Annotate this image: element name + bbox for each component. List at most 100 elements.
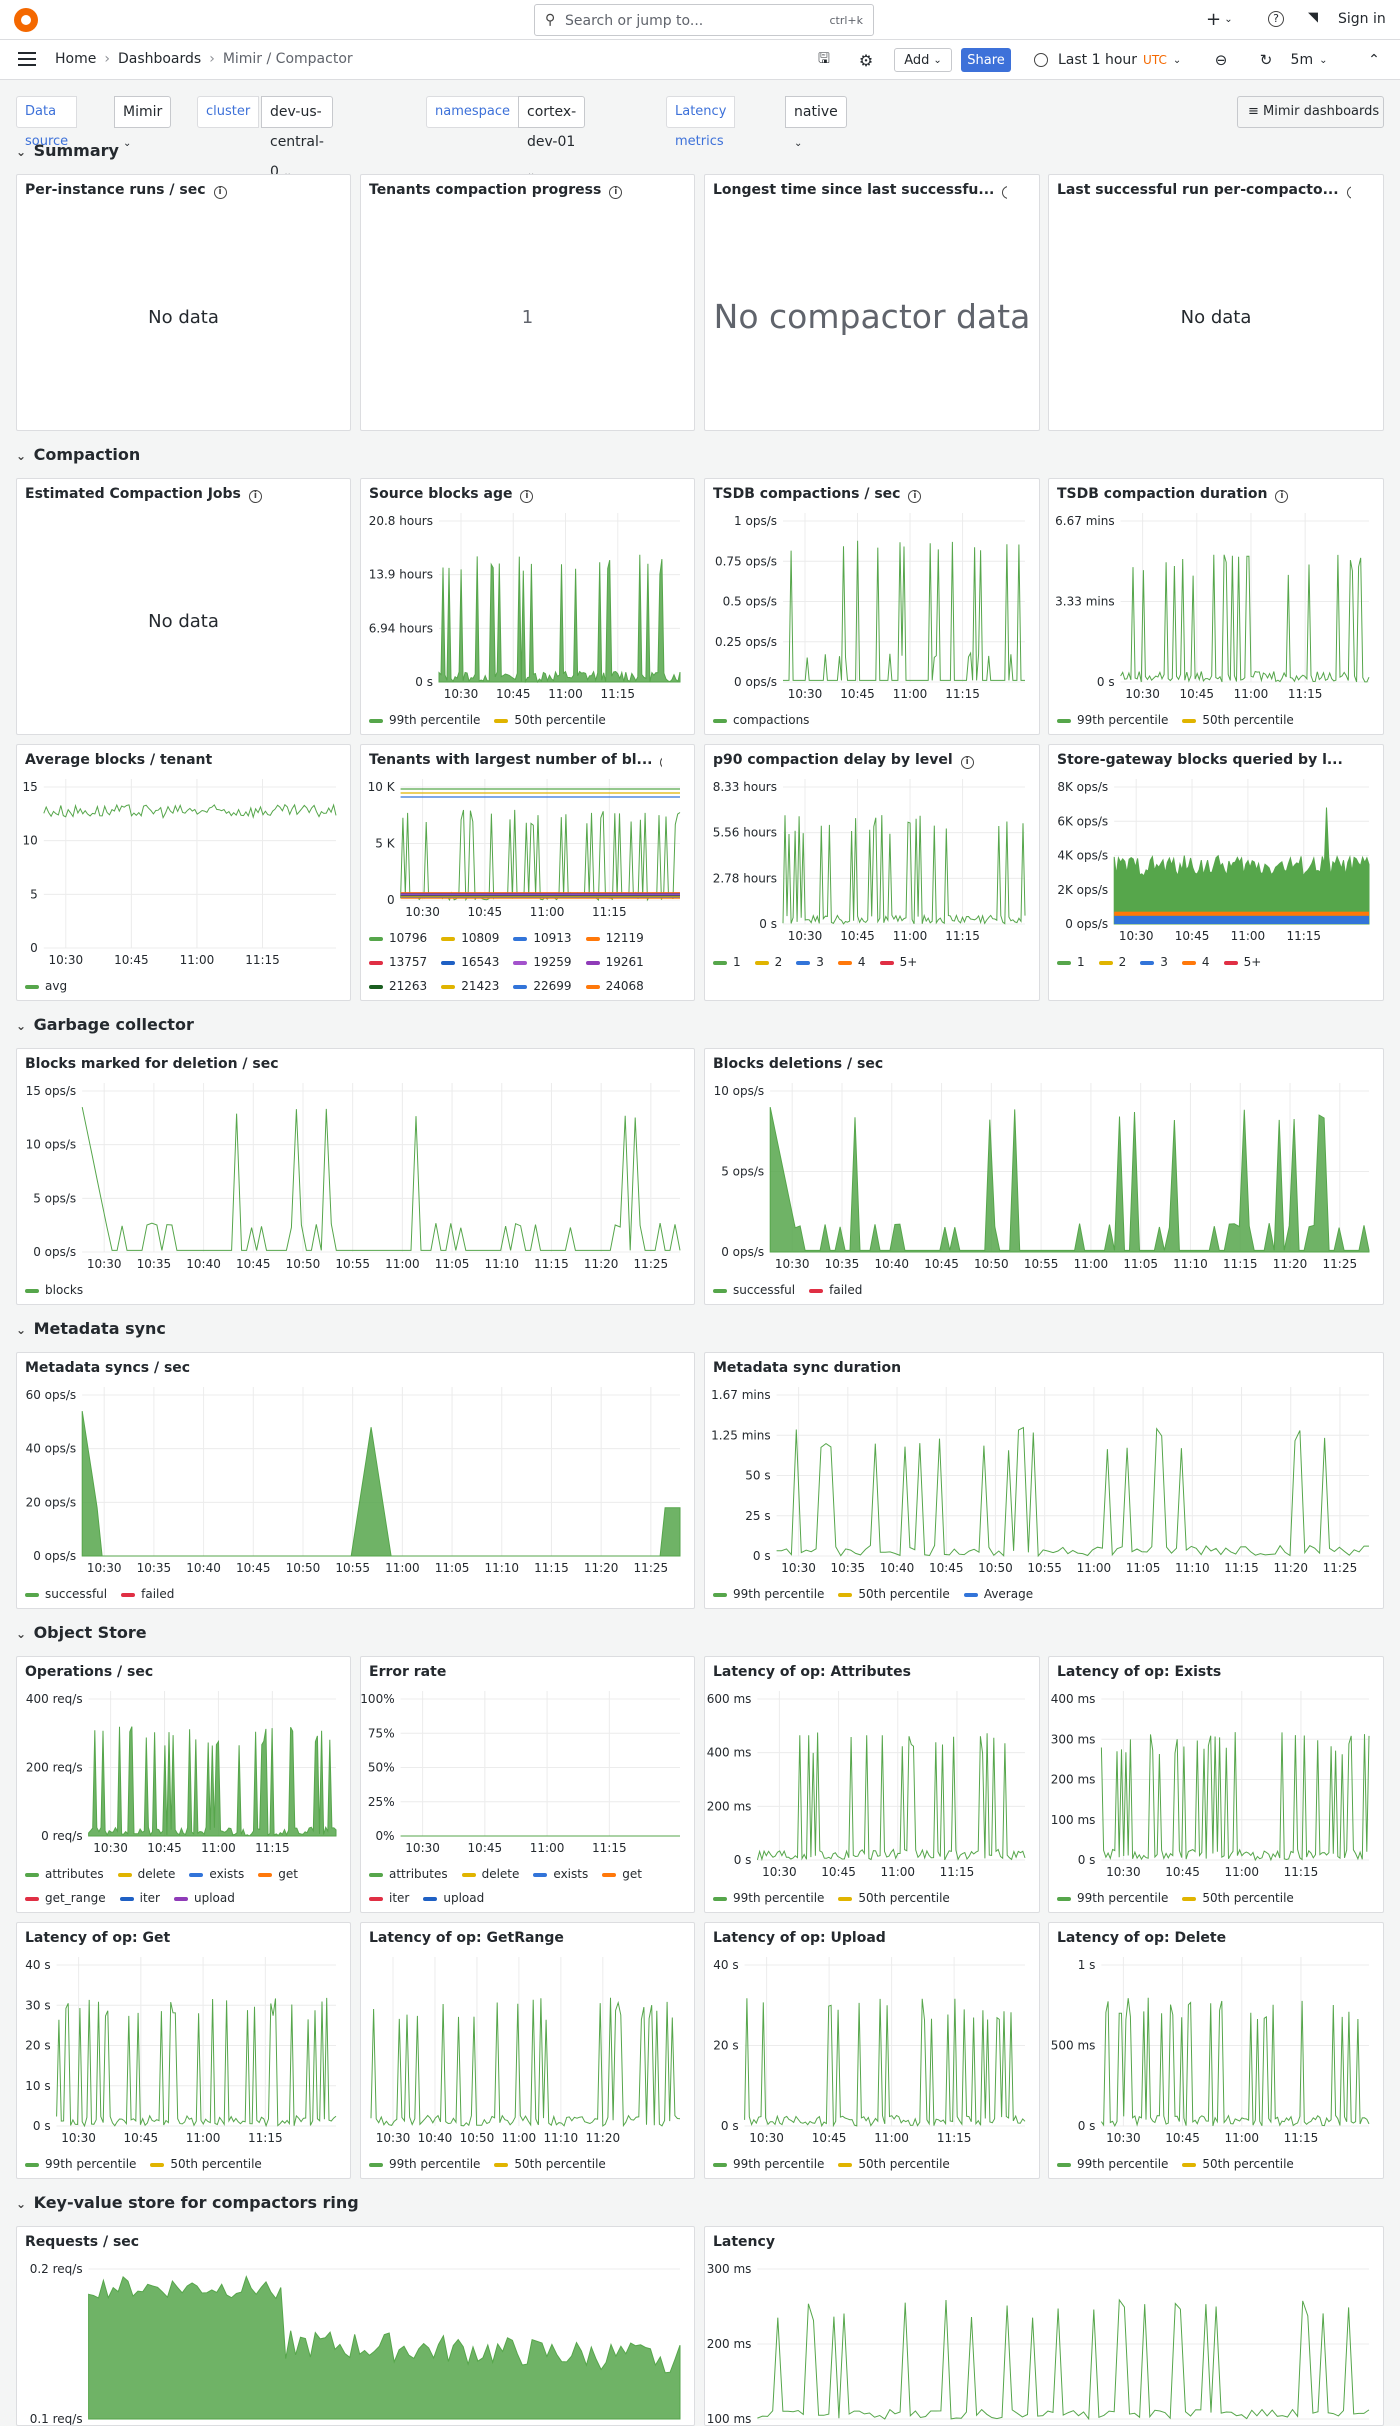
row-kv-store[interactable]: ⌄ Key-value store for compactors ring <box>16 2193 359 2212</box>
legend-item[interactable]: get <box>602 1862 642 1886</box>
add-button[interactable]: Add⌄ <box>894 48 952 72</box>
legend-item[interactable]: iter <box>369 1886 409 1910</box>
refresh-interval-picker[interactable]: 5m⌄ <box>1286 48 1332 72</box>
legend-item[interactable]: avg <box>25 974 67 998</box>
help-icon[interactable]: ? <box>1268 11 1284 27</box>
legend-item[interactable]: Average <box>1057 2176 1126 2179</box>
legend-item[interactable]: Average <box>369 2176 438 2179</box>
legend-item[interactable]: 5+ <box>880 950 918 974</box>
legend-item[interactable]: 99th percentile <box>1057 2152 1168 2176</box>
share-button[interactable]: Share <box>961 48 1011 72</box>
legend-item[interactable]: exists <box>533 1862 588 1886</box>
legend-item[interactable]: 5+ <box>1224 950 1262 974</box>
legend-item[interactable]: 50th percentile <box>1182 1886 1293 1910</box>
legend-item[interactable]: 99th percentile <box>713 1582 824 1606</box>
row-compaction[interactable]: ⌄ Compaction <box>16 445 140 464</box>
legend-item[interactable]: 1 <box>1057 950 1085 974</box>
legend-item[interactable]: compactions <box>713 708 809 732</box>
legend-item[interactable]: upload <box>423 1886 484 1910</box>
panel-longest-time-since-success[interactable]: Longest time since last successfu...i No… <box>704 174 1040 431</box>
legend-item[interactable]: 22699 <box>513 974 571 998</box>
legend-item[interactable]: successful <box>25 1582 107 1606</box>
panel-last-successful-run[interactable]: Last successful run per-compacto...i No … <box>1048 174 1384 431</box>
legend-item[interactable]: 99th percentile <box>1057 1886 1168 1910</box>
legend-item[interactable]: 50th percentile <box>838 1582 949 1606</box>
legend-item[interactable]: 99th percentile <box>369 708 480 732</box>
breadcrumb-dashboards[interactable]: Dashboards <box>118 51 201 67</box>
save-icon[interactable]: 🖫 <box>814 48 834 72</box>
legend-item[interactable]: 12119 <box>586 926 644 950</box>
legend-item[interactable]: Average <box>1057 732 1126 735</box>
filter-value-cluster[interactable]: dev-us-central-0 ⌄ <box>261 96 333 128</box>
panel-blocks-marked-deletion[interactable]: Blocks marked for deletion / sec 15 ops/… <box>16 1048 695 1305</box>
legend-item[interactable]: 2 <box>1099 950 1127 974</box>
legend-item[interactable]: 50th percentile <box>150 2152 261 2176</box>
legend-item[interactable]: 13757 <box>369 950 427 974</box>
legend-item[interactable]: 50th percentile <box>494 2152 605 2176</box>
legend-item[interactable]: 10809 <box>441 926 499 950</box>
legend-item[interactable]: iter <box>120 1886 160 1910</box>
filter-value-namespace[interactable]: cortex-dev-01 ⌄ <box>518 96 585 128</box>
grafana-logo-icon[interactable] <box>14 8 38 32</box>
info-icon[interactable]: i <box>214 186 227 199</box>
legend-item[interactable]: 19259 <box>513 950 571 974</box>
legend-item[interactable]: 3 <box>1140 950 1168 974</box>
breadcrumb-home[interactable]: Home <box>55 51 96 67</box>
search-input[interactable]: ⚲ Search or jump to... ctrl+k <box>534 4 874 36</box>
time-picker[interactable]: Last 1 hour UTC ⌄ <box>1034 48 1194 72</box>
collapse-chevron-up-icon[interactable]: ⌃ <box>1364 48 1384 72</box>
row-metadata-sync[interactable]: ⌄ Metadata sync <box>16 1319 166 1338</box>
legend-item[interactable]: attributes <box>25 1862 104 1886</box>
refresh-icon[interactable]: ↻ <box>1256 48 1276 72</box>
legend-item[interactable]: 24068 <box>586 974 644 998</box>
filter-value-datasource[interactable]: Mimir ⌄ <box>114 96 171 128</box>
legend-item[interactable]: get_range <box>25 1886 106 1910</box>
legend-item[interactable]: 50th percentile <box>1182 708 1293 732</box>
legend-item[interactable]: Average <box>713 1910 782 1913</box>
legend-item[interactable]: blocks <box>25 1278 83 1302</box>
info-icon[interactable]: i <box>1347 186 1351 199</box>
legend-item[interactable]: 50th percentile <box>494 708 605 732</box>
legend-item[interactable]: 50th percentile <box>838 2152 949 2176</box>
legend-item[interactable]: Average <box>369 732 438 735</box>
panel-store-gateway-blocks[interactable]: Store-gateway blocks queried by l...i 8K… <box>1048 744 1384 1001</box>
legend-item[interactable]: delete <box>118 1862 176 1886</box>
info-icon[interactable]: i <box>609 186 622 199</box>
legend-item[interactable]: 16543 <box>441 950 499 974</box>
legend-item[interactable]: successful <box>713 1278 795 1302</box>
legend-item[interactable]: 10796 <box>369 926 427 950</box>
row-garbage-collector[interactable]: ⌄ Garbage collector <box>16 1015 194 1034</box>
zoom-out-icon[interactable]: ⊖ <box>1211 48 1231 72</box>
legend-item[interactable]: 3 <box>796 950 824 974</box>
info-icon[interactable]: i <box>1002 186 1007 199</box>
filter-value-latency[interactable]: native ⌄ <box>785 96 847 128</box>
legend-item[interactable]: 4 <box>838 950 866 974</box>
legend-item[interactable]: 99th percentile <box>713 1886 824 1910</box>
settings-gear-icon[interactable]: ⚙ <box>856 48 876 72</box>
menu-icon[interactable] <box>18 52 36 66</box>
legend-item[interactable]: delete <box>462 1862 520 1886</box>
legend-item[interactable]: 50th percentile <box>1182 2152 1293 2176</box>
legend-item[interactable]: 50th percentile <box>838 1886 949 1910</box>
legend-item[interactable]: Average <box>713 2176 782 2179</box>
legend-item[interactable]: exists <box>189 1862 244 1886</box>
info-icon[interactable]: i <box>249 490 262 503</box>
legend-item[interactable]: attributes <box>369 1862 448 1886</box>
legend-item[interactable]: Average <box>1057 1910 1126 1913</box>
legend-item[interactable]: 4 <box>1182 950 1210 974</box>
